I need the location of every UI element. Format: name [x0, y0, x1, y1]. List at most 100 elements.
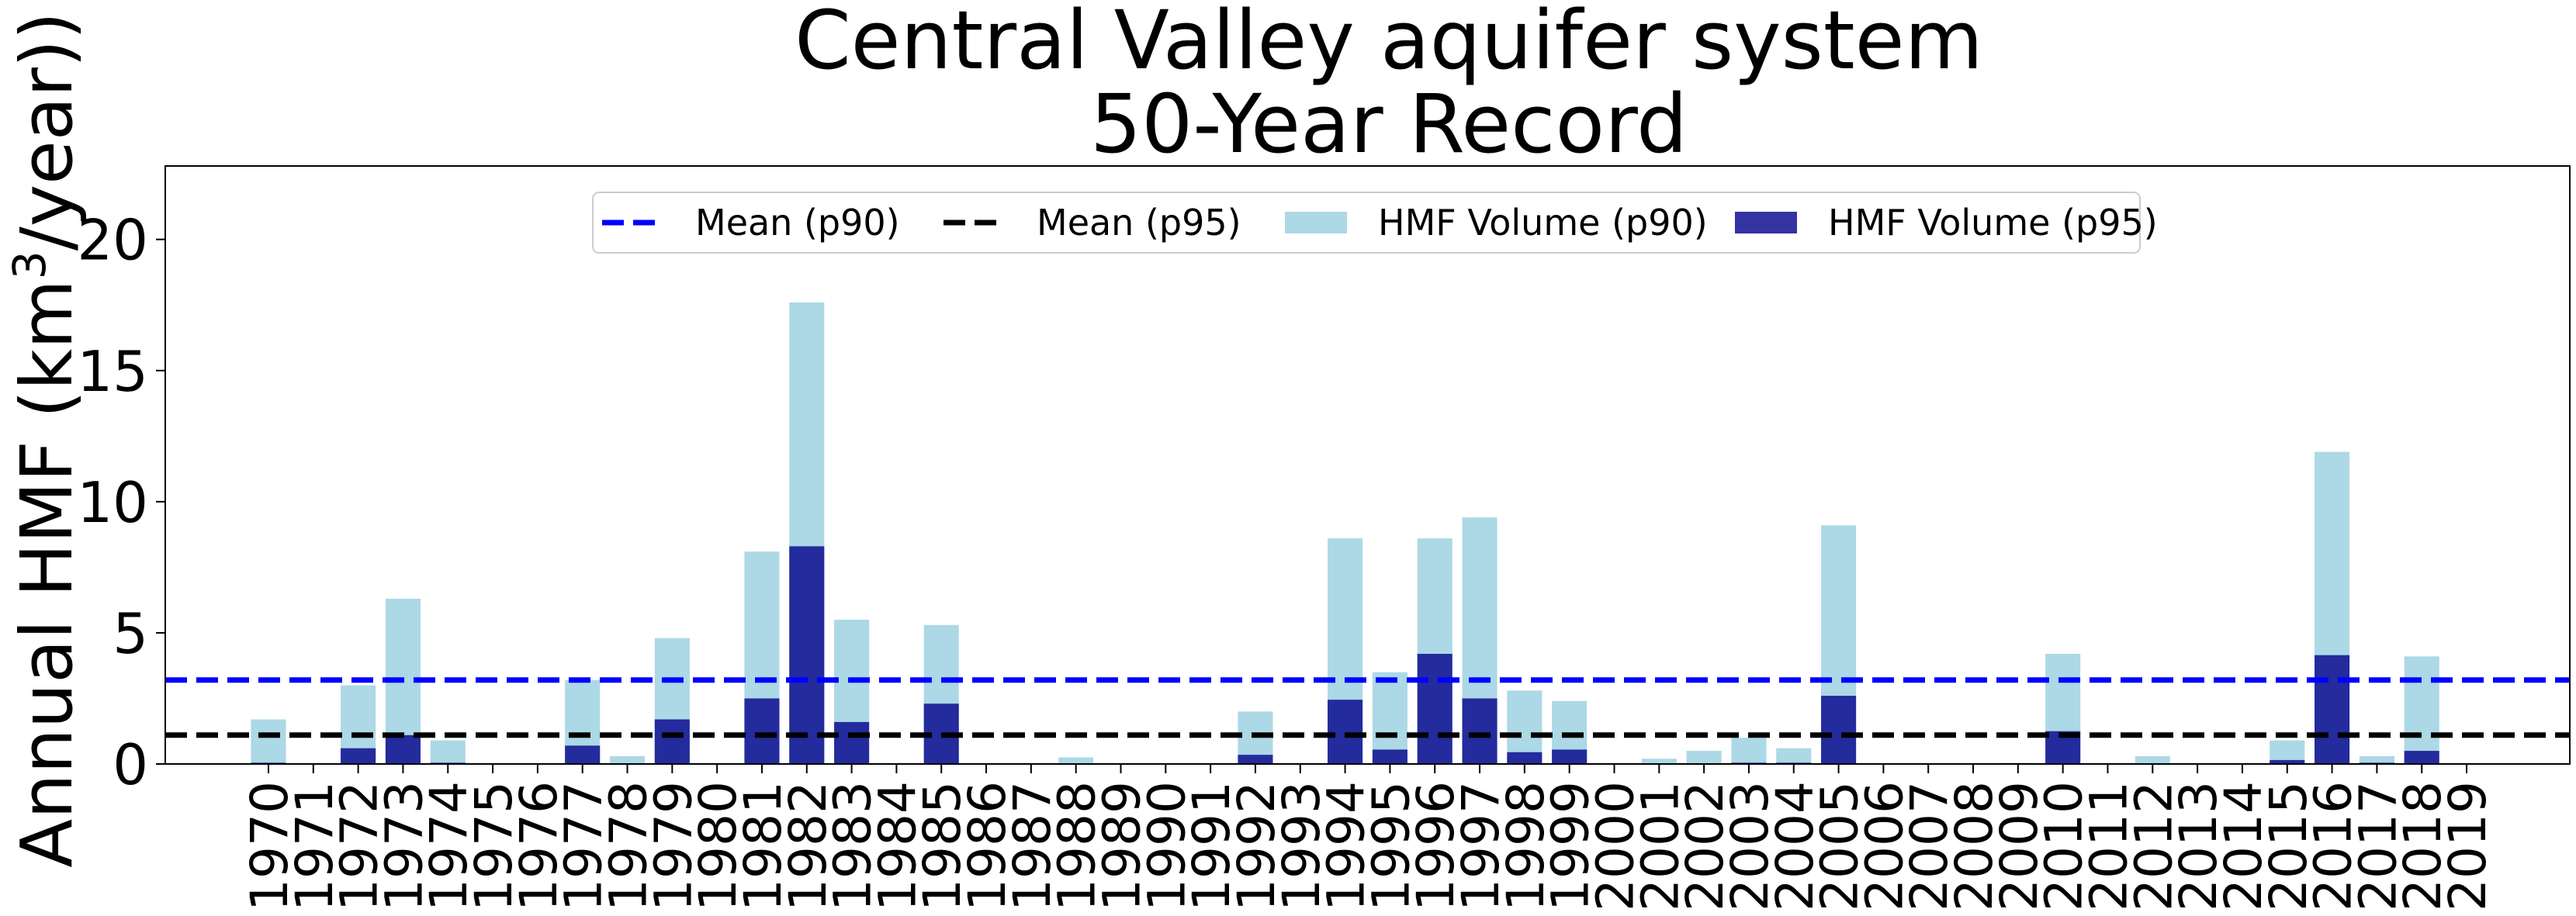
- x-tick-label-2010: 2010: [2034, 781, 2094, 911]
- bar-p90-1978: [609, 755, 646, 764]
- x-tick-label-2008: 2008: [1944, 781, 2004, 911]
- bar-p95-1981: [744, 698, 780, 764]
- bar-p95-1992: [1238, 755, 1273, 764]
- y-axis-label: Annual HMF (km3/year)): [3, 12, 88, 868]
- legend-label-0: Mean (p90): [695, 202, 900, 244]
- x-tick-label-1970: 1970: [240, 781, 299, 911]
- y-tick-label-10: 10: [77, 470, 148, 535]
- x-tick-label-1972: 1972: [330, 781, 390, 911]
- x-tick-label-1995: 1995: [1361, 781, 1421, 911]
- x-tick-label-1982: 1982: [778, 781, 838, 911]
- x-tick-label-2014: 2014: [2214, 781, 2273, 911]
- plot-frame: [164, 165, 2571, 765]
- x-tick-label-2015: 2015: [2259, 781, 2318, 911]
- x-tick-label-2009: 2009: [1989, 781, 2049, 911]
- x-tick-label-1975: 1975: [464, 781, 524, 911]
- bar-p90-2002: [1686, 751, 1722, 764]
- legend-label-1: Mean (p95): [1037, 202, 1241, 244]
- bar-p95-2018: [2404, 751, 2439, 764]
- legend-label-2: HMF Volume (p90): [1378, 202, 1708, 244]
- axes: 0 5 10 15 20 19701971197219731974197519761977…: [77, 165, 2571, 911]
- x-tick-label-2005: 2005: [1810, 781, 1870, 911]
- x-tick-label-1971: 1971: [285, 781, 345, 911]
- y-tick-label-20: 20: [77, 208, 148, 273]
- x-tick-label-1989: 1989: [1092, 781, 1152, 911]
- bar-p95-1982: [789, 546, 825, 764]
- bar-p90-2017: [2359, 755, 2394, 764]
- x-tick-label-2019: 2019: [2438, 781, 2498, 911]
- x-tick-label-1994: 1994: [1317, 781, 1376, 911]
- legend-swatch-3: [1735, 212, 1797, 233]
- x-tick-label-2006: 2006: [1854, 781, 1914, 911]
- bar-p95-1994: [1328, 700, 1363, 764]
- x-tick-label-1981: 1981: [733, 781, 793, 911]
- bar-p90-2003: [1731, 738, 1767, 764]
- x-tick-label-1984: 1984: [867, 781, 927, 911]
- x-tick-label-2016: 2016: [2304, 781, 2363, 911]
- x-tick-label-1986: 1986: [957, 781, 1017, 911]
- y-axis-label-superscript: 3: [3, 251, 56, 279]
- bar-p90-1995: [1372, 672, 1407, 764]
- bar-p95-2016: [2315, 655, 2350, 764]
- x-tick-label-2004: 2004: [1765, 781, 1825, 911]
- bar-p95-2005: [1821, 696, 1857, 764]
- x-tick-label-2012: 2012: [2124, 781, 2183, 911]
- bar-p90-2018: [2404, 656, 2439, 764]
- bar-p90-2001: [1641, 759, 1677, 764]
- y-tick-label-5: 5: [113, 601, 148, 666]
- x-tick-label-1990: 1990: [1137, 781, 1196, 911]
- bar-p95-1977: [565, 745, 601, 764]
- bars-p90: [251, 302, 2439, 764]
- bar-p95-1996: [1417, 653, 1452, 764]
- legend: Mean (p90) Mean (p95) HMF Volume (p90) HMF …: [592, 192, 2158, 254]
- x-tick-label-2011: 2011: [2079, 781, 2138, 911]
- x-tick-label-2002: 2002: [1675, 781, 1735, 911]
- bar-p90-1974: [430, 740, 466, 764]
- bar-p90-2012: [2135, 755, 2170, 764]
- x-tick-label-2007: 2007: [1899, 781, 1959, 911]
- x-tick-label-1983: 1983: [823, 781, 883, 911]
- chart-title: Central Valley aquifer system: [795, 0, 1983, 88]
- mean-lines: [165, 677, 2570, 738]
- bar-p95-1997: [1462, 698, 1497, 764]
- x-tick-label-1988: 1988: [1047, 781, 1107, 911]
- bar-p95-1973: [385, 735, 421, 764]
- bar-p90-2004: [1776, 748, 1812, 764]
- bar-p90-1970: [251, 719, 286, 764]
- x-tick-label-1980: 1980: [688, 781, 748, 911]
- bar-p90-1998: [1507, 690, 1542, 764]
- bar-p95-2015: [2270, 759, 2305, 764]
- bar-p95-1998: [1507, 752, 1542, 764]
- bars-p95: [251, 546, 2439, 764]
- x-tick-label-2003: 2003: [1720, 781, 1780, 911]
- y-axis-label-tail: /year)): [5, 12, 88, 251]
- legend-label-3: HMF Volume (p95): [1828, 202, 2158, 244]
- x-tick-label-1998: 1998: [1496, 781, 1556, 911]
- x-tick-label-1978: 1978: [599, 781, 659, 911]
- x-tick-label-2013: 2013: [2169, 781, 2228, 911]
- bar-p95-1979: [654, 719, 690, 764]
- legend-swatch-2: [1285, 212, 1347, 233]
- x-tick-label-1991: 1991: [1182, 781, 1241, 911]
- x-tick-label-2017: 2017: [2348, 781, 2408, 911]
- bar-p95-1972: [341, 748, 376, 764]
- bar-p95-1995: [1372, 749, 1407, 764]
- x-tick-label-1979: 1979: [643, 781, 703, 911]
- bar-p90-1988: [1058, 757, 1094, 764]
- bar-p95-1999: [1552, 749, 1587, 764]
- x-tick-label-1985: 1985: [912, 781, 972, 911]
- x-tick-label-1976: 1976: [509, 781, 569, 911]
- chart-subtitle: 50-Year Record: [1090, 77, 1688, 171]
- x-tick-label-1973: 1973: [374, 781, 434, 911]
- x-tick-label-1996: 1996: [1406, 781, 1466, 911]
- x-tick-label-2001: 2001: [1630, 781, 1690, 911]
- x-tick-label-2018: 2018: [2393, 781, 2453, 911]
- y-axis-label-main: Annual HMF (km: [5, 279, 88, 868]
- x-tick-label-1992: 1992: [1227, 781, 1286, 911]
- x-tick-label-1993: 1993: [1272, 781, 1331, 911]
- x-tick-label-1999: 1999: [1541, 781, 1601, 911]
- x-tick-label-1974: 1974: [419, 781, 479, 911]
- x-tick-label-2000: 2000: [1585, 781, 1645, 911]
